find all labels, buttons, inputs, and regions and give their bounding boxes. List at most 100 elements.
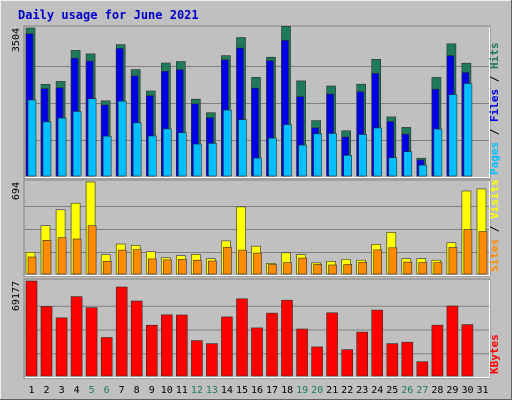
x-tick-day-31: 31: [476, 385, 488, 396]
bar-pages-day-6: [102, 135, 112, 177]
y-max-label-bottom: 69177: [11, 281, 22, 311]
bar-sites-day-28: [433, 262, 443, 275]
bar-kbytes-day-29: [446, 305, 459, 377]
bar-kbytes-day-4: [70, 296, 83, 377]
bar-kbytes-day-3: [55, 317, 68, 377]
legend-top: Pages / Files / Hits: [488, 43, 501, 176]
bar-kbytes-day-15: [236, 298, 248, 377]
panel-bottom: 69177: [11, 278, 491, 379]
x-tick-day-8: 8: [134, 385, 140, 396]
x-tick-day-9: 9: [149, 385, 155, 396]
bar-kbytes-day-11: [176, 314, 188, 377]
legend-separator: /: [488, 69, 501, 89]
bar-pages-day-11: [178, 132, 187, 177]
bar-sites-day-13: [208, 260, 217, 275]
bar-pages-day-10: [163, 128, 172, 177]
bar-pages-day-16: [253, 157, 262, 177]
bar-pages-day-22: [343, 155, 353, 177]
x-tick-day-18: 18: [281, 385, 293, 396]
bar-pages-day-5: [87, 98, 97, 177]
legend-entry-kbytes: KBytes: [488, 334, 501, 374]
bar-kbytes-day-21: [326, 312, 338, 377]
bar-sites-day-27: [418, 262, 428, 275]
x-tick-day-29: 29: [446, 385, 458, 396]
bar-sites-day-15: [238, 249, 247, 275]
x-tick-day-17: 17: [266, 385, 278, 396]
bar-kbytes-day-12: [191, 340, 203, 377]
bar-kbytes-day-28: [431, 324, 444, 377]
x-tick-day-3: 3: [59, 385, 65, 396]
bar-pages-day-18: [283, 124, 292, 177]
bar-sites-day-21: [328, 264, 337, 275]
bar-pages-day-20: [313, 133, 322, 177]
bar-pages-day-25: [388, 157, 398, 177]
bar-sites-day-11: [178, 259, 187, 275]
bar-kbytes-day-8: [130, 300, 143, 377]
bar-kbytes-day-9: [146, 324, 158, 377]
x-tick-day-6: 6: [104, 385, 110, 396]
bar-pages-day-29: [448, 94, 458, 177]
legend-entry-hits: Hits: [488, 43, 501, 70]
bar-sites-day-22: [343, 264, 353, 275]
bar-kbytes-day-24: [371, 309, 384, 377]
bar-pages-day-13: [208, 143, 217, 177]
legend-entry-pages: Pages: [488, 142, 501, 175]
bar-sites-day-23: [358, 261, 368, 275]
bar-kbytes-day-10: [161, 314, 173, 377]
bar-kbytes-day-30: [461, 324, 474, 377]
x-tick-day-14: 14: [221, 385, 233, 396]
y-max-label-middle: 694: [11, 182, 22, 200]
bar-pages-day-19: [298, 144, 307, 177]
x-tick-day-10: 10: [161, 385, 173, 396]
bar-pages-day-26: [403, 151, 413, 177]
bar-sites-day-26: [403, 261, 413, 275]
x-tick-day-24: 24: [371, 385, 383, 396]
legend-separator: /: [488, 122, 501, 142]
bar-kbytes-day-22: [341, 349, 354, 377]
x-tick-day-2: 2: [43, 385, 49, 396]
x-tick-day-1: 1: [28, 385, 34, 396]
x-tick-day-15: 15: [236, 385, 248, 396]
x-tick-day-20: 20: [311, 385, 323, 396]
bar-kbytes-day-1: [25, 280, 38, 377]
legend-bottom: KBytes: [488, 334, 501, 374]
legend-entry-visits: Visits: [488, 179, 501, 219]
bar-kbytes-day-16: [251, 327, 263, 377]
bar-sites-day-25: [388, 247, 398, 275]
bar-sites-day-8: [132, 249, 142, 275]
legend-middle: Sites / Visits: [488, 179, 501, 272]
bar-sites-day-4: [72, 238, 82, 275]
bar-kbytes-day-19: [296, 328, 308, 377]
bar-sites-day-2: [42, 240, 52, 275]
x-tick-day-22: 22: [341, 385, 353, 396]
bar-pages-day-21: [328, 133, 337, 177]
bar-kbytes-day-18: [281, 299, 293, 377]
x-axis-day-labels: 1 2 3 4 5 6 7 8 9 10 11 12 13 14 15 16 17 18 19 20 21 22 23 24 2…: [28, 385, 488, 396]
bar-kbytes-day-5: [85, 307, 98, 377]
bar-sites-day-6: [102, 260, 112, 275]
x-tick-day-19: 19: [296, 385, 308, 396]
bar-pages-day-23: [358, 134, 368, 177]
bar-kbytes-day-25: [386, 343, 399, 377]
bar-kbytes-day-17: [266, 312, 278, 377]
bar-pages-day-7: [117, 100, 127, 177]
bar-pages-day-9: [148, 135, 157, 177]
bar-sites-day-1: [27, 256, 37, 275]
bar-pages-day-4: [72, 111, 82, 177]
x-tick-day-13: 13: [206, 385, 218, 396]
legend-separator: /: [488, 219, 501, 239]
bar-sites-day-18: [283, 262, 292, 275]
bar-pages-day-27: [418, 164, 428, 177]
x-tick-day-27: 27: [416, 385, 428, 396]
bar-pages-day-3: [57, 117, 67, 177]
bar-sites-day-7: [117, 249, 127, 275]
bar-kbytes-day-14: [221, 316, 233, 377]
bar-sites-day-31: [478, 231, 488, 275]
bar-pages-day-15: [238, 119, 247, 177]
x-tick-day-21: 21: [326, 385, 338, 396]
bar-sites-day-30: [463, 229, 473, 275]
bar-sites-day-12: [193, 259, 202, 275]
bar-sites-day-5: [87, 225, 97, 275]
bar-sites-day-19: [298, 257, 307, 275]
